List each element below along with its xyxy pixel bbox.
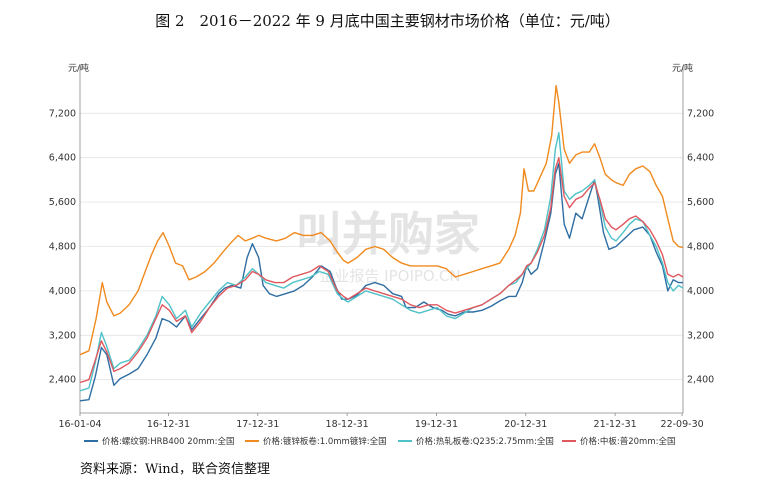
data-source-note: 资料来源：Wind，联合资信整理	[80, 462, 270, 477]
x-tick-label: 21-12-31	[594, 419, 637, 430]
axes: 2,400 2,400 3,200 3,200 4,000 4,000 4,800 4,800…	[49, 66, 714, 430]
x-tick-label: 16-12-31	[147, 419, 190, 430]
x-tick-label: 20-12-31	[504, 419, 547, 430]
y-tick-label-right: 2,400	[687, 375, 714, 386]
gridlines	[80, 112, 683, 381]
y-tick-label-left: 7,200	[49, 108, 76, 119]
figure-title: 图 2 2016－2022 年 9 月底中国主要钢材市场价格（单位：元/吨）	[155, 12, 620, 30]
y-tick-label-right: 3,200	[687, 330, 714, 341]
x-tick-label: 16-01-04	[58, 419, 101, 430]
legend: 价格:螺纹钢:HRB400 20mm:全国 价格:镀锌板卷:1.0mm镀锌:全国 价…	[84, 436, 675, 447]
series-line-3	[79, 132, 684, 392]
legend-label-3: 价格:热轧板卷:Q235:2.75mm:全国	[416, 436, 554, 447]
y-tick-label-right: 4,000	[687, 286, 714, 297]
y-tick-label-left: 5,600	[49, 197, 76, 208]
left-axis-unit: 元/吨	[68, 62, 89, 74]
series-line-4	[79, 157, 684, 384]
series-lines	[79, 84, 684, 402]
x-tick-label: 18-12-31	[326, 419, 369, 430]
y-tick-label-right: 6,400	[687, 153, 714, 164]
y-tick-label-left: 6,400	[49, 153, 76, 164]
line-chart: 2,400 2,400 3,200 3,200 4,000 4,000 4,800 4,800…	[49, 62, 714, 447]
y-tick-label-right: 5,600	[687, 197, 714, 208]
y-tick-label-left: 4,000	[49, 286, 76, 297]
legend-label-1: 价格:螺纹钢:HRB400 20mm:全国	[102, 436, 235, 447]
watermark-sub-text: 企业报告 IPOIPO.CN	[319, 267, 460, 285]
watermark-main-text: 叫并购家	[296, 207, 480, 261]
series-line-2	[79, 84, 684, 356]
y-tick-label-right: 4,800	[687, 242, 714, 253]
legend-label-4: 价格:中板:普20mm:全国	[580, 436, 675, 447]
x-tick-label: 22-09-30	[661, 419, 704, 430]
x-tick-label: 17-12-31	[236, 419, 279, 430]
legend-label-2: 价格:镀锌板卷:1.0mm镀锌:全国	[263, 436, 387, 447]
right-axis-unit: 元/吨	[672, 62, 693, 74]
watermark: 叫并购家 企业报告 IPOIPO.CN	[296, 207, 480, 285]
x-tick-label: 19-12-31	[415, 419, 458, 430]
y-tick-label-left: 3,200	[49, 330, 76, 341]
y-tick-label-right: 7,200	[687, 108, 714, 119]
y-tick-label-left: 2,400	[49, 375, 76, 386]
y-tick-label-left: 4,800	[49, 242, 76, 253]
